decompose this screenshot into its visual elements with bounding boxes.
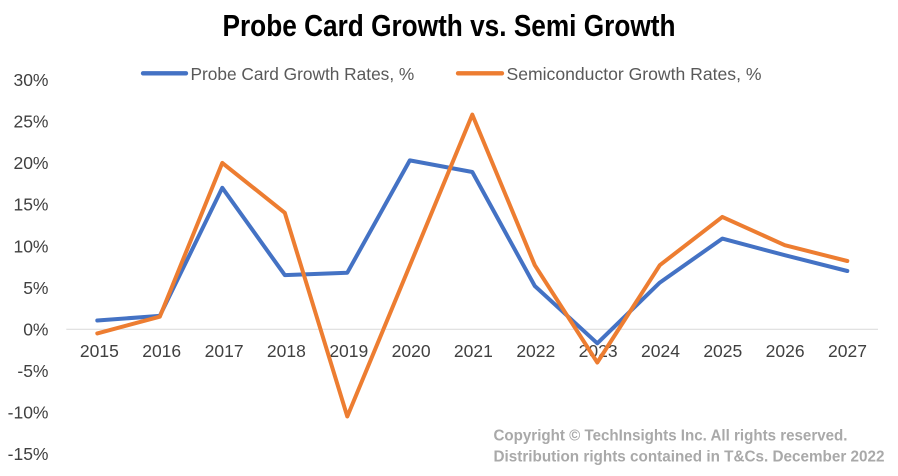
svg-text:2020: 2020 (392, 341, 431, 361)
svg-text:2027: 2027 (828, 341, 867, 361)
svg-text:Probe Card Growth vs. Semi Gro: Probe Card Growth vs. Semi Growth (223, 8, 676, 43)
svg-text:30%: 30% (13, 70, 48, 90)
svg-text:25%: 25% (13, 112, 48, 132)
svg-text:Distribution rights contained: Distribution rights contained in T&Cs. D… (494, 449, 885, 466)
svg-text:2024: 2024 (641, 341, 680, 361)
svg-text:2015: 2015 (80, 341, 119, 361)
svg-text:2018: 2018 (267, 341, 306, 361)
svg-text:-10%: -10% (8, 403, 49, 423)
svg-text:-5%: -5% (17, 361, 48, 381)
svg-text:2025: 2025 (703, 341, 742, 361)
svg-text:2019: 2019 (329, 341, 368, 361)
svg-text:20%: 20% (13, 153, 48, 173)
svg-text:2021: 2021 (454, 341, 493, 361)
svg-text:2022: 2022 (516, 341, 555, 361)
svg-text:Semiconductor Growth Rates, %: Semiconductor Growth Rates, % (507, 64, 762, 84)
svg-text:5%: 5% (23, 278, 48, 298)
svg-text:2016: 2016 (142, 341, 181, 361)
svg-text:10%: 10% (13, 236, 48, 256)
svg-text:-15%: -15% (8, 444, 49, 464)
svg-text:2017: 2017 (205, 341, 244, 361)
svg-text:0%: 0% (23, 320, 48, 340)
svg-text:2026: 2026 (766, 341, 805, 361)
svg-text:Copyright © TechInsights Inc.: Copyright © TechInsights Inc. All rights… (494, 428, 848, 445)
svg-text:Probe Card Growth Rates, %: Probe Card Growth Rates, % (191, 64, 415, 84)
svg-text:15%: 15% (13, 195, 48, 215)
